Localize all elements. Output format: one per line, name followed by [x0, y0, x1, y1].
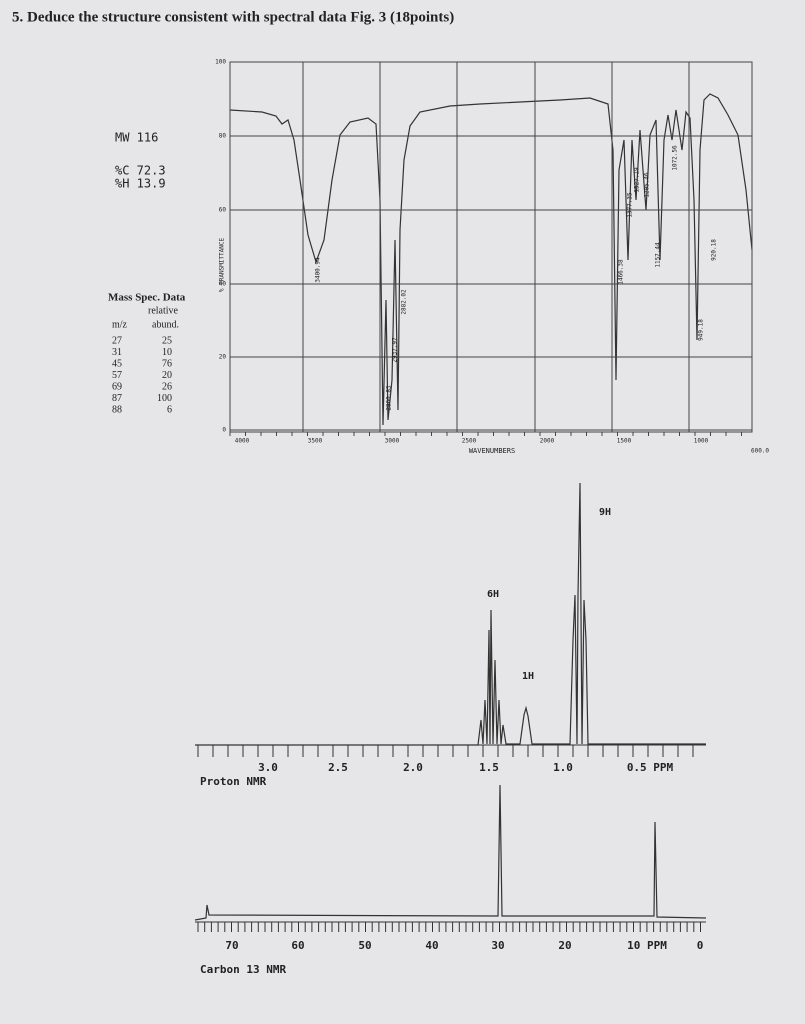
- carbon-nmr: Carbon 13 NMR: [194, 784, 707, 976]
- mass-spec-mz: 57: [112, 370, 122, 381]
- proton-x-tick-label: 1.5: [479, 761, 499, 774]
- mass-spec-relative: relative: [148, 305, 179, 316]
- mass-spec-abund: 25: [162, 335, 172, 346]
- ir-peak-label: 1377.35: [627, 192, 634, 218]
- ir-y-tick-label: 40: [219, 281, 227, 288]
- proton-x-tick-label: 1.0: [553, 761, 573, 774]
- carbon-x-tick-label: 60: [291, 939, 304, 952]
- ir-x-tick-label: 1500: [617, 438, 632, 445]
- proton-integral: 9H: [599, 507, 611, 518]
- ir-y-tick-label: 80: [219, 133, 227, 140]
- ir-x-tick-label: 1000: [694, 438, 709, 445]
- ir-peak-label: 3400.94: [315, 257, 322, 283]
- proton-x-tick-label: 2.5: [328, 761, 348, 774]
- ir-y-tick-label: 0: [222, 427, 226, 434]
- proton-label: Proton NMR: [200, 775, 267, 788]
- carbon-x-tick-label: 50: [358, 939, 371, 952]
- ir-curve: [229, 93, 753, 426]
- proton-spectrum: [195, 482, 706, 746]
- ir-peak-label: 1157.44: [655, 242, 662, 268]
- ir-peak-label: 1205.46: [644, 172, 651, 198]
- ir-y-tick-label: 60: [219, 207, 227, 214]
- carbon-x-tick-label: 40: [425, 939, 438, 952]
- title: 5. Deduce the structure consistent with …: [12, 9, 454, 25]
- mass-spec-title: Mass Spec. Data: [108, 292, 186, 304]
- proton-x-tick-label: 2.0: [403, 761, 423, 774]
- ir-peak-label: 2937.97: [392, 337, 399, 363]
- mass-spec-abund: 20: [162, 370, 172, 381]
- mass-spec-mz: 69: [112, 381, 122, 392]
- carbon-x-tick-label: 20: [558, 939, 571, 952]
- ir-x-label: WAVENUMBERS: [469, 447, 515, 455]
- mass-spec-abund: 26: [162, 381, 172, 392]
- ir-peak-label: 920.18: [711, 239, 718, 261]
- ir-x-tick-label: 2500: [462, 438, 477, 445]
- ir-x-tick-label: 3500: [308, 438, 323, 445]
- mass-spec-abund: 10: [162, 347, 172, 358]
- mw: MW 116: [115, 131, 158, 145]
- hydrogen-percent: %H 13.9: [115, 177, 166, 191]
- carbon-spectrum: [194, 784, 707, 921]
- mass-spec-header: m/z: [112, 319, 128, 330]
- carbon-percent: %C 72.3: [115, 164, 166, 178]
- mass-spec-mz: 27: [112, 335, 122, 346]
- carbon-label: Carbon 13 NMR: [200, 963, 286, 976]
- ir-peak-label: 1466.38: [618, 259, 625, 285]
- proton-integral: 6H: [487, 589, 499, 600]
- mass-spec-abund: 6: [167, 404, 172, 415]
- ir-peak-label: 949.18: [698, 319, 705, 341]
- ir-x-tick-label: 4000: [235, 438, 250, 445]
- ir-y-label: % TRANSMITTANCE: [219, 238, 226, 293]
- carbon-x-tick-label: 10 PPM: [627, 939, 667, 952]
- ir-y-tick-label: 100: [215, 59, 226, 66]
- ir-peak-label: 1327.19: [634, 167, 641, 193]
- carbon-x-tick-label: 70: [225, 939, 238, 952]
- ir-x-tick-label: 2000: [540, 438, 555, 445]
- mass-spec-mz: 45: [112, 358, 122, 369]
- proton-nmr: Proton NMR: [195, 482, 706, 788]
- proton-integral: 1H: [522, 671, 534, 682]
- proton-x-tick-label: 3.0: [258, 761, 278, 774]
- mass-spec-abund: 100: [157, 393, 172, 404]
- ir-x-tick-label: 3000: [385, 438, 400, 445]
- mass-spec-mz: 88: [112, 404, 122, 415]
- mass-spec-header: abund.: [152, 319, 179, 330]
- mass-spec-mz: 87: [112, 393, 122, 404]
- ir-peak-label: 2960.83: [386, 385, 393, 411]
- mass-spec-mz: 31: [112, 347, 122, 358]
- ir-y-tick-label: 20: [219, 354, 227, 361]
- carbon-x-tick-label: 30: [491, 939, 504, 952]
- ir-peak-label: 1072.56: [672, 145, 679, 171]
- proton-x-tick-label: 0.5 PPM: [627, 761, 674, 774]
- mass-spec-abund: 76: [162, 358, 172, 369]
- carbon-x-tick-label: 0: [697, 939, 704, 952]
- ir-peak-label: 2882.02: [401, 289, 408, 315]
- ir-x-tick-label: 600.0: [751, 448, 769, 455]
